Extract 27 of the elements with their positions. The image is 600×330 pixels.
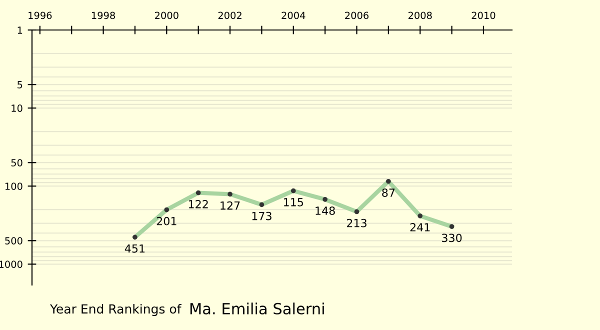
x-tick-label: 2002 <box>218 12 242 20</box>
x-tick-label: 2000 <box>154 12 178 20</box>
data-label: 122 <box>188 200 208 208</box>
y-tick-label: 50 <box>11 159 22 166</box>
data-label: 115 <box>284 198 304 206</box>
x-tick-label: 2006 <box>345 12 369 20</box>
data-label: 173 <box>252 212 272 220</box>
text: Year End Rankings of <box>50 304 182 316</box>
text: Ma. Emilia Salerni <box>190 302 324 314</box>
x-tick-label: 2008 <box>408 12 432 20</box>
y-tick-label: 100 <box>5 182 22 190</box>
x-tick-label: 1998 <box>92 12 115 20</box>
data-label: 87 <box>382 188 395 197</box>
y-tick-label: 5 <box>18 81 22 88</box>
data-label: 201 <box>156 216 176 226</box>
x-tick-label: 2004 <box>282 12 306 20</box>
x-tick-label: 1996 <box>28 12 52 20</box>
data-label: 241 <box>410 223 430 232</box>
data-label: 148 <box>316 206 335 215</box>
x-tick-label: 2010 <box>472 12 496 20</box>
data-label: 213 <box>346 218 366 228</box>
data-label: 127 <box>220 201 240 210</box>
y-tick-label: 1 <box>18 26 22 34</box>
y-tick-label: 10 <box>12 104 22 112</box>
y-tick-label: 500 <box>5 237 22 244</box>
data-label: 330 <box>442 234 462 242</box>
data-label: 451 <box>124 244 145 253</box>
